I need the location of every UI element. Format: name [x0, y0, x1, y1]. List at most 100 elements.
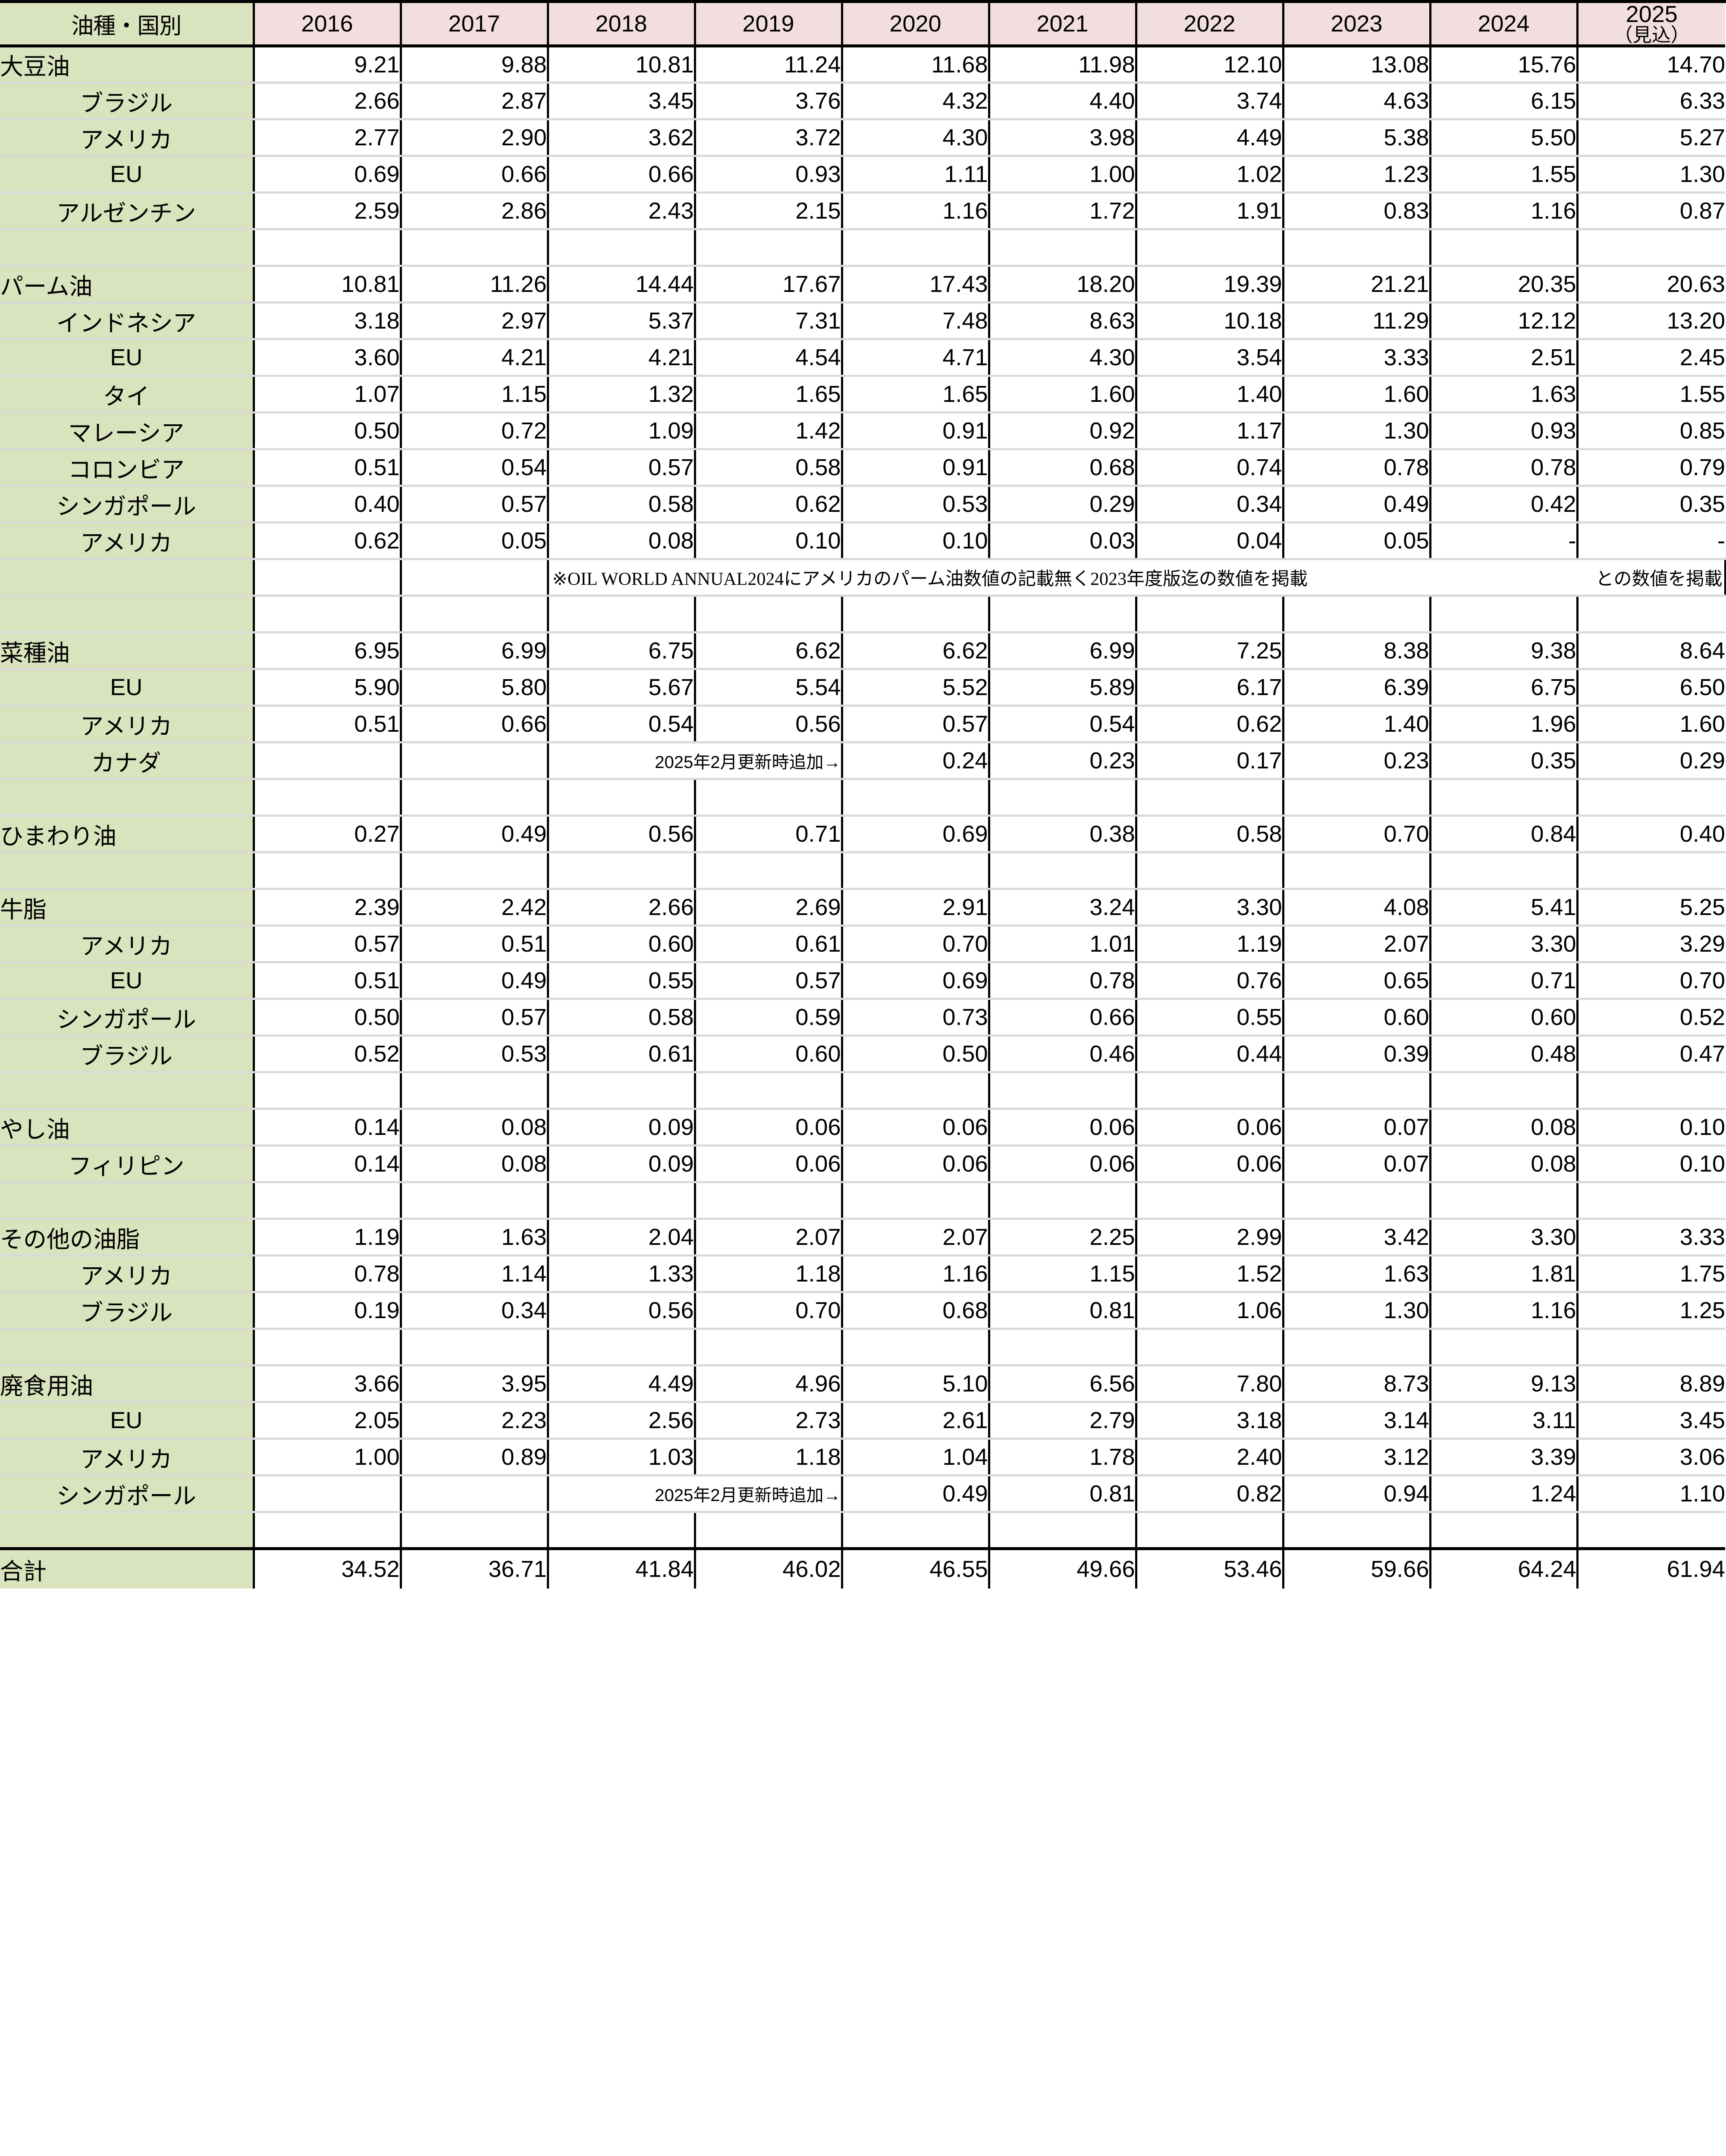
value-cell-empty	[401, 742, 549, 780]
value-cell: 15.76	[1430, 46, 1579, 84]
value-cell: 1.30	[1577, 156, 1725, 194]
value-cell: 0.48	[1430, 1035, 1579, 1074]
value-cell: 2.66	[548, 889, 696, 927]
value-cell: 1.10	[1577, 1475, 1725, 1514]
value-cell	[1430, 779, 1579, 817]
value-cell	[989, 229, 1137, 267]
value-cell: 0.58	[695, 449, 843, 487]
value-cell: 1.63	[401, 1219, 549, 1257]
value-cell: 3.30	[1430, 1219, 1579, 1257]
value-cell	[1577, 1512, 1725, 1550]
total-value-cell: 36.71	[401, 1547, 549, 1589]
row-label: ブラジル	[0, 1035, 255, 1074]
value-cell	[842, 852, 990, 890]
value-cell	[695, 229, 843, 267]
value-cell: 0.08	[401, 1145, 549, 1184]
total-value-cell: 41.84	[548, 1547, 696, 1589]
value-cell: 10.18	[1136, 302, 1284, 341]
value-cell	[1283, 1182, 1431, 1220]
value-cell: 6.95	[254, 632, 402, 671]
row-label: EU	[0, 339, 255, 377]
value-cell: 0.17	[1136, 742, 1284, 780]
value-cell: 0.84	[1430, 815, 1579, 854]
value-cell: 0.49	[842, 1475, 990, 1514]
row-label: 大豆油	[0, 46, 255, 84]
value-cell: 0.71	[1430, 962, 1579, 1000]
value-cell: 11.98	[989, 46, 1137, 84]
value-cell	[989, 595, 1137, 634]
table-row: シンガポール 0.50 0.57 0.58 0.59 0.73 0.66 0.55 0.60 0.…	[0, 999, 1725, 1037]
value-cell: 3.98	[989, 119, 1137, 157]
spacer-row	[0, 852, 1725, 890]
value-cell: 5.25	[1577, 889, 1725, 927]
table-row: ブラジル 2.66 2.87 3.45 3.76 4.32 4.40 3.74 4.63 6.15…	[0, 82, 1725, 121]
value-cell: 2.69	[695, 889, 843, 927]
value-cell: 1.72	[989, 192, 1137, 231]
added-2025-02-note: 2025年2月更新時追加→	[548, 742, 843, 780]
value-cell: 5.52	[842, 669, 990, 707]
row-label: 牛脂	[0, 889, 255, 927]
row-label: インドネシア	[0, 302, 255, 341]
value-cell	[548, 1512, 696, 1550]
value-cell: 0.60	[1283, 999, 1431, 1037]
value-cell: 0.10	[695, 522, 843, 561]
value-cell	[695, 595, 843, 634]
value-cell: 0.57	[842, 705, 990, 744]
value-cell: 1.07	[254, 376, 402, 414]
value-cell: 8.64	[1577, 632, 1725, 671]
total-value-cell: 46.55	[842, 1547, 990, 1589]
value-cell	[254, 595, 402, 634]
value-cell: 1.75	[1577, 1255, 1725, 1294]
table-row: タイ 1.07 1.15 1.32 1.65 1.65 1.60 1.40 1.60 1.63 1.…	[0, 376, 1725, 414]
value-cell: 2.99	[1136, 1219, 1284, 1257]
value-cell	[1283, 779, 1431, 817]
value-cell: 1.19	[254, 1219, 402, 1257]
value-cell: 1.24	[1430, 1475, 1579, 1514]
value-cell: 0.62	[695, 486, 843, 524]
value-cell: 2.04	[548, 1219, 696, 1257]
value-cell: 0.38	[989, 815, 1137, 854]
value-cell: 0.07	[1283, 1109, 1431, 1147]
value-cell	[548, 229, 696, 267]
value-cell: 3.30	[1136, 889, 1284, 927]
value-cell: 3.74	[1136, 82, 1284, 121]
value-cell: 6.99	[401, 632, 549, 671]
value-cell: 2.51	[1430, 339, 1579, 377]
value-cell: 7.31	[695, 302, 843, 341]
value-cell: 1.78	[989, 1438, 1137, 1477]
added-2025-02-note: 2025年2月更新時追加→	[548, 1475, 843, 1514]
value-cell: 11.29	[1283, 302, 1431, 341]
table-row: ※OIL WORLD ANNUAL2024にアメリカのパーム油数値の記載無く20…	[0, 559, 1726, 597]
value-cell: 4.71	[842, 339, 990, 377]
value-cell: 6.50	[1577, 669, 1725, 707]
row-label-empty	[0, 1329, 255, 1367]
value-cell: 1.96	[1430, 705, 1579, 744]
value-cell: 1.63	[1283, 1255, 1431, 1294]
value-cell: 0.94	[1283, 1475, 1431, 1514]
oil-imports-table: 油種・国別 2016 2017 2018 2019 2020 2021 2022…	[0, 3, 1726, 1589]
value-cell: 0.05	[401, 522, 549, 561]
value-cell: 0.92	[989, 412, 1137, 451]
value-cell	[842, 1512, 990, 1550]
value-cell: 5.41	[1430, 889, 1579, 927]
value-cell: 2.73	[695, 1402, 843, 1440]
value-cell: 0.50	[842, 1035, 990, 1074]
value-cell	[254, 1512, 402, 1550]
value-cell: 1.40	[1136, 376, 1284, 414]
value-cell: 11.26	[401, 266, 549, 304]
value-cell: 5.37	[548, 302, 696, 341]
value-cell: 0.68	[842, 1292, 990, 1330]
value-cell	[1577, 229, 1725, 267]
value-cell: 0.65	[1283, 962, 1431, 1000]
value-cell: 0.59	[695, 999, 843, 1037]
value-cell: 5.38	[1283, 119, 1431, 157]
row-label-empty	[0, 559, 255, 597]
value-cell: 0.56	[548, 1292, 696, 1330]
value-cell: 0.52	[1577, 999, 1725, 1037]
value-cell: 5.10	[842, 1365, 990, 1404]
value-cell: 0.60	[695, 1035, 843, 1074]
value-cell: 3.29	[1577, 925, 1725, 964]
value-cell	[401, 1072, 549, 1110]
value-cell	[842, 595, 990, 634]
value-cell: 4.96	[695, 1365, 843, 1404]
